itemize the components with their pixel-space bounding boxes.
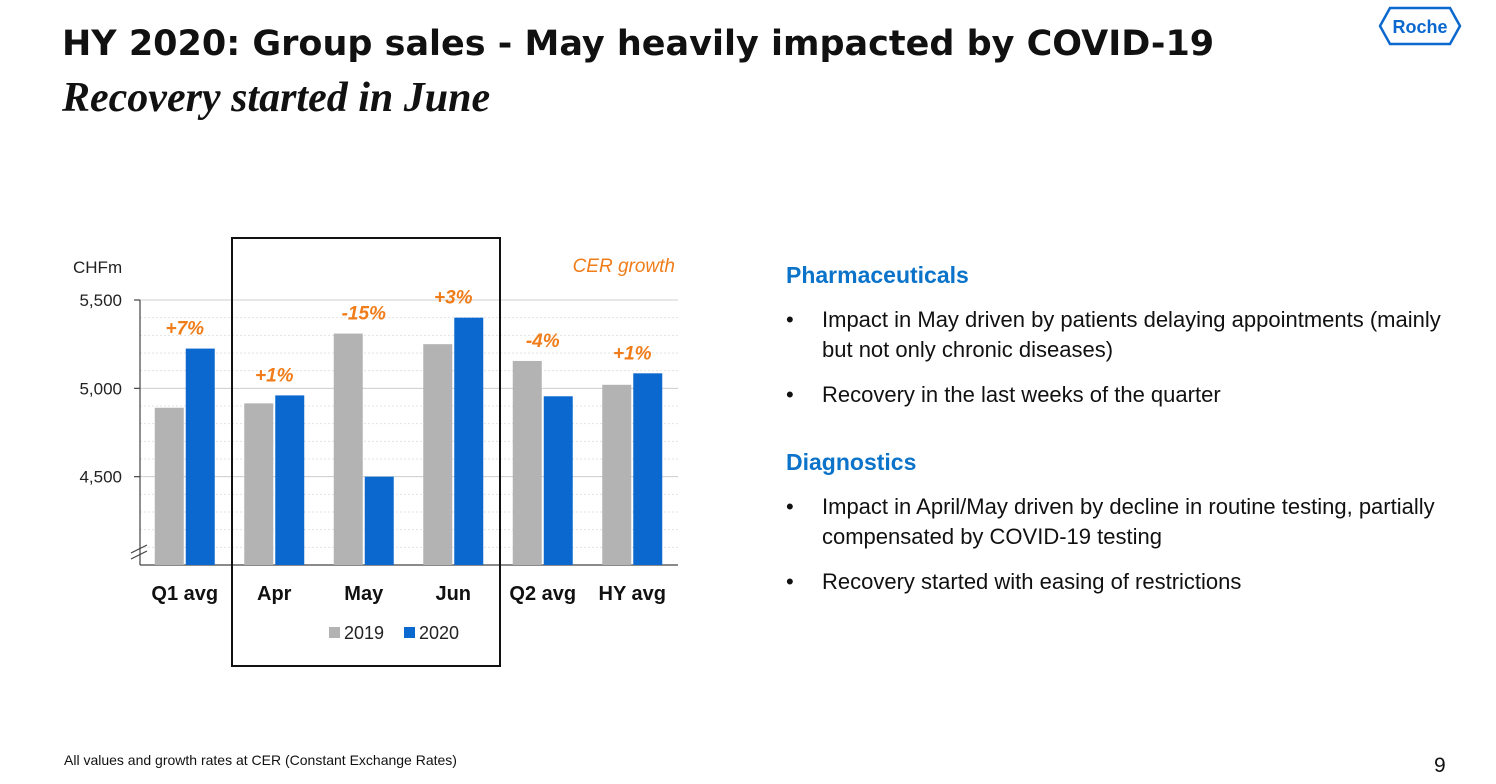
axis-break-mark <box>130 544 148 554</box>
y-tick-label: 4,500 <box>79 468 122 487</box>
diagnostics-section: Diagnostics • Impact in April/May driven … <box>786 449 1466 597</box>
roche-logo: Roche <box>1378 6 1462 46</box>
pharmaceuticals-bullets: • Impact in May driven by patients delayi… <box>786 305 1466 410</box>
bullet-item: • Recovery started with easing of restric… <box>786 567 1466 597</box>
bullet-text: Recovery in the last weeks of the quarte… <box>822 382 1221 407</box>
page-number: 9 <box>1434 754 1446 777</box>
bar-2020-jun <box>454 317 484 565</box>
commentary-panel: Pharmaceuticals • Impact in May driven by… <box>786 262 1466 612</box>
bullet-text: Recovery started with easing of restrict… <box>822 569 1242 594</box>
bar-2019-hy-avg <box>602 384 632 565</box>
bar-2020-hy-avg <box>633 373 663 565</box>
section-heading-pharmaceuticals: Pharmaceuticals <box>786 262 969 288</box>
bar-2019-may <box>333 333 363 565</box>
growth-label: +7% <box>165 319 204 340</box>
bullet-text: Impact in May driven by patients delayin… <box>822 307 1441 362</box>
growth-label: +1% <box>255 365 294 386</box>
axis-break-mark <box>130 550 148 560</box>
bar-2019-jun <box>423 344 453 565</box>
logo-text: Roche <box>1392 17 1447 37</box>
footnote: All values and growth rates at CER (Cons… <box>64 752 457 768</box>
x-category-label: Apr <box>257 583 292 605</box>
y-tick-label: 5,500 <box>79 291 122 310</box>
legend-label-2019: 2019 <box>344 623 384 643</box>
x-category-label: Jun <box>435 583 471 605</box>
growth-label: -4% <box>526 331 560 352</box>
legend-label-2020: 2020 <box>419 623 459 643</box>
growth-label: +1% <box>613 343 652 364</box>
bullet-dot: • <box>786 307 794 332</box>
bar-2020-q1-avg <box>185 348 215 565</box>
bar-2019-q1-avg <box>154 407 184 565</box>
x-category-label: Q2 avg <box>509 583 576 605</box>
bullet-item: • Impact in April/May driven by decline i… <box>786 492 1466 552</box>
bullet-dot: • <box>786 569 794 594</box>
diagnostics-bullets: • Impact in April/May driven by decline i… <box>786 492 1466 597</box>
growth-header-label: CER growth <box>573 256 675 277</box>
bullet-item: • Impact in May driven by patients delayi… <box>786 305 1466 365</box>
x-category-label: May <box>344 583 384 605</box>
bullet-dot: • <box>786 382 794 407</box>
y-tick-label: 5,000 <box>79 379 122 398</box>
bar-2019-q2-avg <box>512 360 542 565</box>
bullet-dot: • <box>786 494 794 519</box>
growth-label: -15% <box>342 304 386 325</box>
growth-label: +3% <box>434 288 473 309</box>
bullet-item: • Recovery in the last weeks of the quart… <box>786 380 1466 410</box>
legend-swatch-2019 <box>329 627 340 638</box>
bar-2020-q2-avg <box>543 396 573 565</box>
slide-title: HY 2020: Group sales - May heavily impac… <box>62 24 1215 64</box>
section-heading-diagnostics: Diagnostics <box>786 449 917 475</box>
x-category-label: HY avg <box>599 583 666 605</box>
y-axis-unit-label: CHFm <box>73 258 122 277</box>
slide-subtitle: Recovery started in June <box>62 75 491 121</box>
legend-swatch-2020 <box>404 627 415 638</box>
bar-2020-may <box>364 476 394 565</box>
x-category-label: Q1 avg <box>151 583 218 605</box>
bullet-text: Impact in April/May driven by decline in… <box>822 494 1435 549</box>
pharmaceuticals-section: Pharmaceuticals • Impact in May driven by… <box>786 262 1466 410</box>
sales-chart: 4,500 5,000 5,500 CHFm CER growth +7% Q1 avg +1… <box>73 237 678 667</box>
bar-2019-apr <box>244 403 274 565</box>
bar-2020-apr <box>275 395 305 565</box>
highlight-frame <box>231 237 501 667</box>
